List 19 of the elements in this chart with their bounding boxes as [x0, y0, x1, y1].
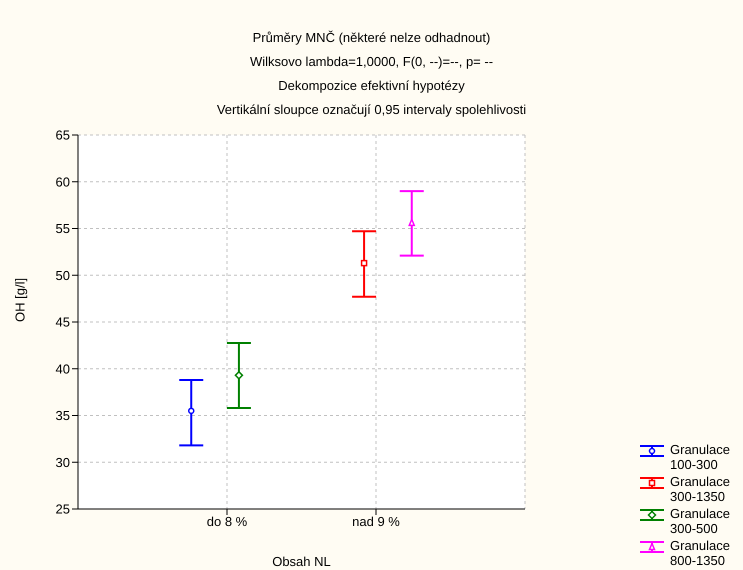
legend-label: Granulace 100-300 [670, 442, 731, 472]
y-tick-label: 40 [56, 361, 70, 376]
y-tick-label: 65 [56, 128, 70, 143]
y-tick-label: 60 [56, 174, 70, 190]
x-axis-title: Obsah NL [272, 554, 331, 569]
y-tick-label: 25 [56, 502, 70, 517]
chart-title: Průměry MNČ (některé nelze odhadnout) [252, 29, 492, 47]
y-tick-label: 30 [56, 454, 70, 470]
y-tick-label: 35 [56, 408, 70, 424]
legend-label: Granulace 300-1350 [670, 474, 731, 504]
x-tick-label: nad 9 % [352, 514, 400, 530]
y-axis-title: OH [g/l] [12, 278, 28, 322]
y-tick-label: 55 [56, 221, 70, 236]
legend-label: Granulace 300-500 [670, 506, 731, 536]
legend-label: Granulace 800-1350 [670, 538, 731, 568]
y-tick-label: 45 [56, 314, 70, 330]
y-tick-label: 50 [56, 268, 70, 283]
chart-subtitle: Wilksovo lambda=1,0000, F(0, --)=--, p= -- Dekompozice efektivní hypotézy Vertikální sloupce označují 0,95 intervaly spolehlivosti [216, 53, 528, 119]
x-tick-label: do 8 % [206, 514, 248, 530]
